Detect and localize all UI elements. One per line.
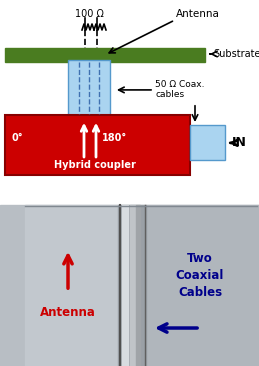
Bar bbox=[5, 115, 190, 175]
Text: Hybrid coupler: Hybrid coupler bbox=[54, 160, 136, 170]
Text: Antenna: Antenna bbox=[176, 9, 220, 19]
Bar bbox=[25, 205, 120, 366]
Text: Substrate: Substrate bbox=[213, 49, 259, 59]
Bar bbox=[130, 205, 136, 366]
Bar bbox=[0, 205, 259, 366]
Bar bbox=[146, 205, 259, 366]
Bar bbox=[190, 125, 225, 160]
Bar bbox=[136, 205, 140, 366]
Text: Two
Coaxial
Cables: Two Coaxial Cables bbox=[176, 252, 224, 299]
Text: IN: IN bbox=[232, 137, 247, 149]
Bar bbox=[5, 48, 205, 62]
Text: 0°: 0° bbox=[12, 133, 24, 143]
Bar bbox=[0, 186, 259, 205]
Bar bbox=[118, 205, 146, 366]
Text: 100 Ω: 100 Ω bbox=[75, 9, 103, 19]
Text: Antenna: Antenna bbox=[40, 306, 96, 319]
Bar bbox=[122, 205, 128, 366]
Text: 180°: 180° bbox=[102, 133, 127, 143]
Text: 50 Ω Coax.
cables: 50 Ω Coax. cables bbox=[155, 80, 205, 99]
Bar bbox=[68, 60, 110, 115]
